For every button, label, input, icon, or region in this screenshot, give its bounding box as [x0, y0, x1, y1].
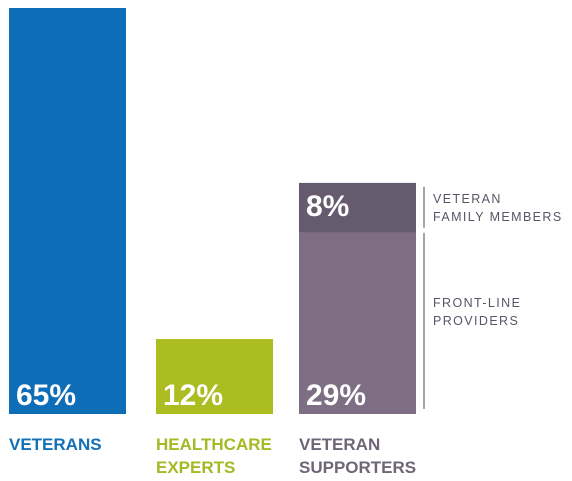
segment-annotation: FAMILY MEMBERS: [433, 210, 563, 224]
bar-value-label: 65%: [16, 379, 76, 412]
segment-annotation: PROVIDERS: [433, 314, 519, 328]
bars-layer: [9, 8, 416, 414]
bar-segment: [156, 339, 273, 414]
segment-annotation: VETERAN: [433, 192, 502, 206]
bar-value-label: 8%: [306, 190, 349, 223]
segment-annotation: FRONT-LINE: [433, 296, 521, 310]
bar-segment: [299, 232, 416, 414]
value-labels-layer: 65% 12% 29% 8%: [16, 190, 366, 412]
annotations-layer: FRONT-LINE PROVIDERS VETERAN FAMILY MEMBERS: [423, 186, 563, 409]
bar-value-label: 29%: [306, 379, 366, 412]
category-label: EXPERTS: [156, 458, 235, 477]
bar-value-label: 12%: [163, 379, 223, 412]
category-labels-layer: VETERANS HEALTHCARE EXPERTS VETERAN SUPPORTE…: [9, 435, 416, 477]
category-label: HEALTHCARE: [156, 435, 272, 454]
bar-segment: [9, 8, 126, 414]
category-label: SUPPORTERS: [299, 458, 416, 477]
bar-segment: [299, 182, 416, 233]
category-label: VETERANS: [9, 435, 102, 454]
category-label: VETERAN: [299, 435, 380, 454]
